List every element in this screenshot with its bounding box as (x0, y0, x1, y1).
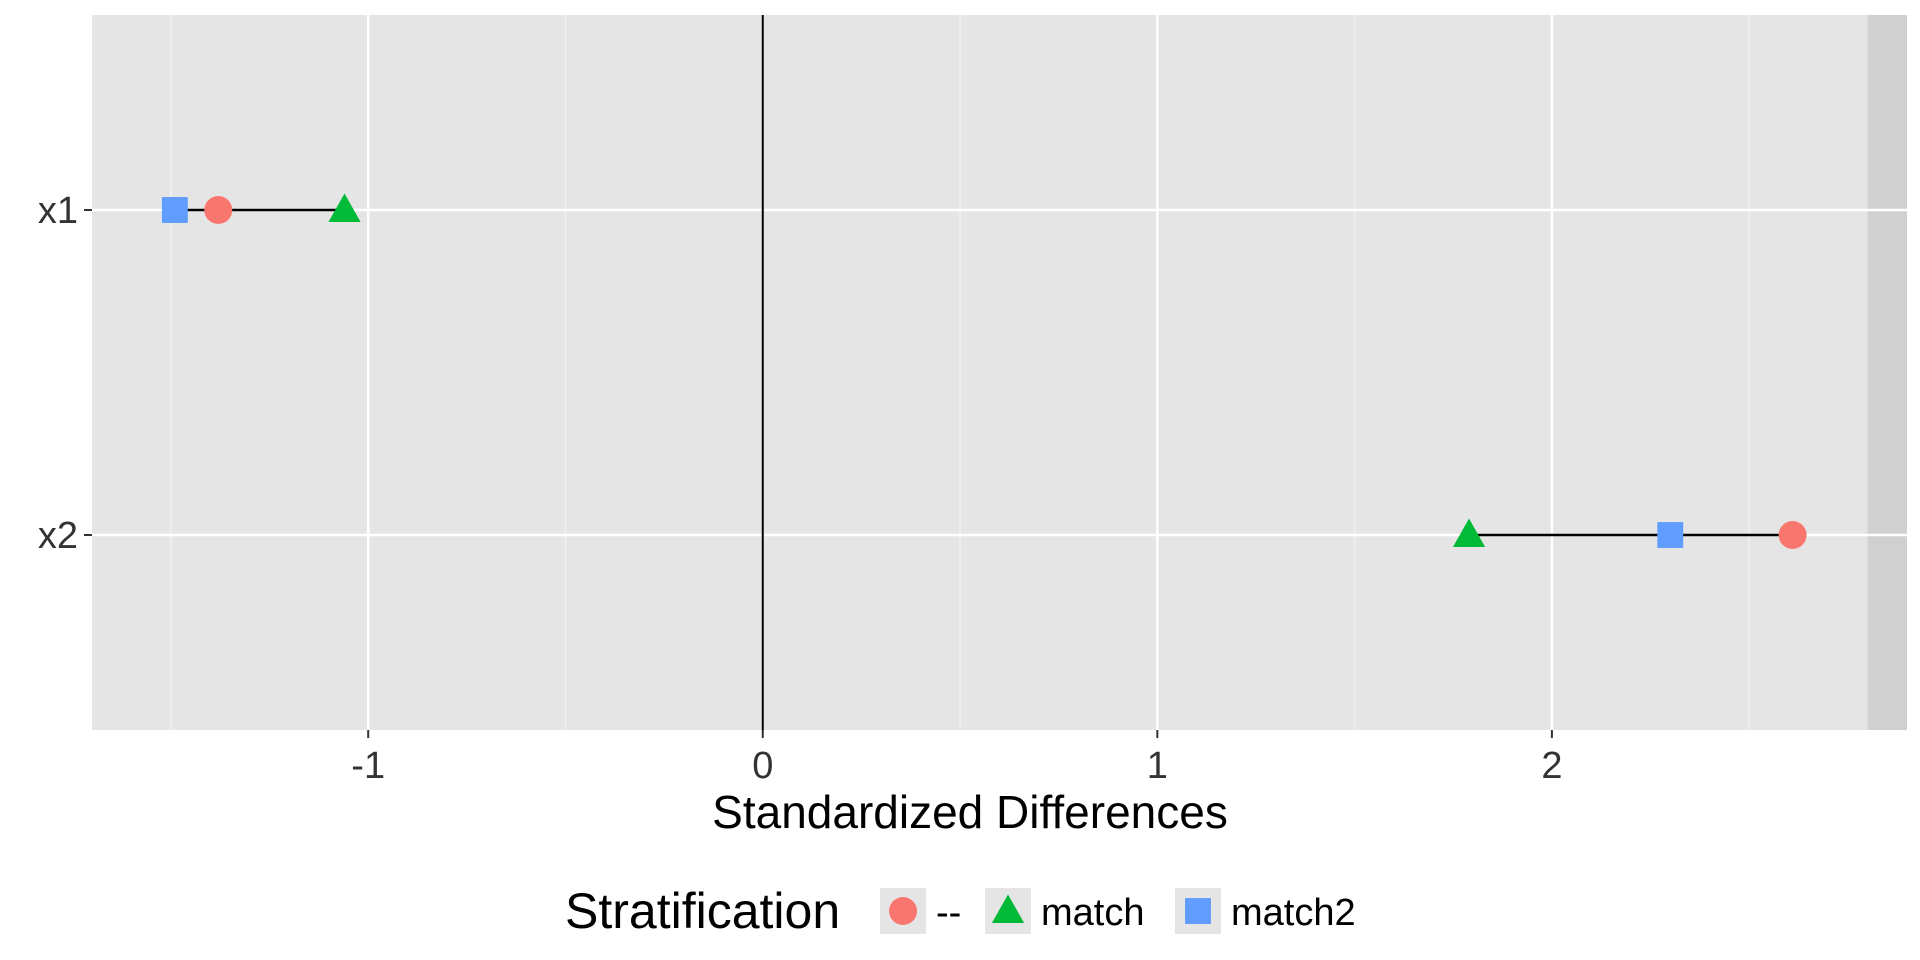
axes: -1 0 1 2 x1 x2 (38, 190, 1563, 787)
legend-symbol-square (1185, 898, 1211, 924)
legend-symbol-triangle (991, 894, 1025, 923)
data-point-circle (204, 196, 233, 224)
data-point-circle (1778, 521, 1807, 549)
legend-entries: -- match match2 (880, 888, 1356, 934)
legend-label: match2 (1231, 892, 1356, 934)
data-point-triangle (328, 193, 361, 222)
x-axis-title: Standardized Differences (712, 786, 1228, 838)
y-tick-label: x1 (38, 190, 78, 232)
legend-symbol-circle (889, 897, 917, 925)
data-point-square (1657, 522, 1684, 548)
y-tick-label: x2 (38, 515, 78, 557)
data-point-triangle (1452, 518, 1486, 547)
range-segments (174, 208, 1793, 537)
x-tick-label: -1 (351, 745, 385, 787)
x-tick-label: 2 (1541, 745, 1562, 787)
data-point-square (161, 197, 188, 223)
shaded-region (1867, 15, 1907, 730)
x-tick-label: 0 (752, 745, 773, 787)
legend-label: -- (936, 892, 961, 934)
legend-label: match (1041, 892, 1144, 934)
legend-title: Stratification (565, 883, 840, 939)
x-tick-label: 1 (1147, 745, 1168, 787)
data-points (161, 193, 1807, 549)
plot-panel (92, 15, 1907, 730)
legend: Stratification -- match match2 (565, 883, 1356, 939)
